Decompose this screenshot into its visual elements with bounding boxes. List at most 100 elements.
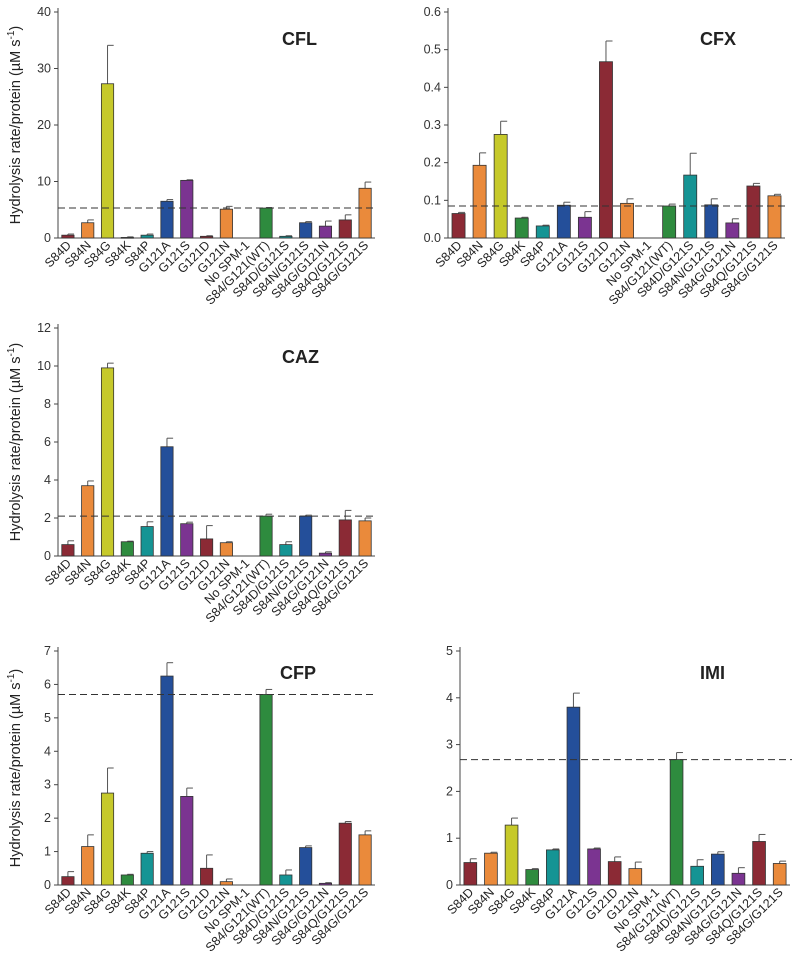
y-tick-label: 5: [446, 644, 453, 658]
y-tick-label: 0: [446, 878, 453, 892]
bar-g121d: [599, 61, 613, 239]
bar-g121s: [577, 216, 592, 239]
bar-s84k: [525, 869, 539, 886]
y-tick-label: 0.4: [424, 80, 441, 94]
chart-panel-cfx: CFX 0.00.10.20.30.40.50.6S84DS84NS84GS84…: [424, 5, 787, 308]
bar-s84d-g121s: [279, 544, 293, 557]
bar-g121a: [556, 204, 571, 239]
bar-s84p: [535, 225, 550, 239]
y-tick-label: 6: [44, 677, 51, 691]
chart-panel-cfl: CFL 0 10 20 30 40 Hydrolysis rate/protein (µM…: [6, 5, 377, 308]
bar-g121a: [566, 706, 581, 886]
bar-s84g-g121n: [318, 552, 333, 557]
chart-panel-imi: IMI 012345S84DS84NS84GS84KS84PG121AG121S…: [444, 644, 792, 955]
y-tick-label: 4: [44, 473, 51, 487]
chart-title-caz: CAZ: [282, 347, 319, 367]
bar-s84d: [61, 876, 75, 886]
bar-s84k: [514, 217, 529, 239]
y-tick-label: 1: [44, 845, 51, 859]
bar-s84g: [504, 824, 519, 886]
y-tick-label: 7: [44, 644, 51, 658]
bar-s84d-g121s: [279, 874, 293, 886]
bar-g121d: [200, 867, 214, 886]
bar-g121s: [180, 523, 194, 557]
bar-s84d: [463, 862, 478, 886]
chart-panel-cfp: CFP 0 1 2 3 4 5 6 7 Hydrolysis rate/protein (µM …: [6, 644, 377, 955]
y-axis-label: Hydrolysis rate/protein (µM s-1): [6, 343, 24, 542]
y-axis-label-exponent: -1: [6, 673, 17, 682]
bar-s84d: [61, 234, 75, 239]
bar-s84d-g121s: [683, 174, 698, 239]
y-tick-label: 0.6: [424, 5, 441, 19]
bar-g121d: [607, 861, 622, 886]
bar-s84d: [61, 544, 75, 557]
bar-g121d: [200, 538, 214, 557]
bar-s84g-g121n: [725, 222, 740, 239]
bar-s84-g121-wt-: [259, 694, 273, 886]
bar-s84-g121-wt-: [662, 205, 677, 239]
bar-s84n-g121s: [711, 853, 725, 886]
bar-s84-g121-wt-: [259, 207, 273, 239]
bar-s84d-g121s: [690, 865, 704, 886]
y-axis-label-close: ): [8, 343, 24, 348]
bar-s84k: [120, 874, 134, 886]
bar-s84g-g121n: [731, 872, 746, 886]
bar-s84n: [81, 222, 95, 239]
bar-g121n: [628, 868, 643, 886]
bar-s84-g121-wt-: [259, 515, 273, 557]
bar-s84g: [493, 134, 508, 239]
y-tick-label: 4: [446, 691, 453, 705]
bar-s84q-g121s: [338, 519, 352, 557]
bar-s84g-g121n: [318, 882, 333, 886]
y-axis-label-text: Hydrolysis rate/protein (µM s: [8, 682, 24, 867]
bar-s84q-g121s: [752, 841, 766, 886]
bar-s84n: [472, 164, 487, 239]
bar-s84d: [451, 213, 466, 239]
bar-g121s: [180, 796, 194, 886]
y-axis-label-exponent: -1: [6, 30, 17, 39]
y-tick-label: 6: [44, 435, 51, 449]
y-tick-label: 0: [44, 878, 51, 892]
y-tick-label: 3: [44, 778, 51, 792]
y-tick-label: 0.0: [424, 231, 441, 245]
bar-s84q-g121s: [746, 185, 761, 239]
bar-g121n: [219, 881, 233, 886]
chart-panel-caz: CAZ 0 2 4 6 8 10 12 Hydrolysis rate/protein (µM…: [6, 321, 377, 626]
bar-s84g: [100, 367, 115, 557]
bar-g121s: [587, 848, 601, 886]
bar-s84g-g121s: [358, 834, 372, 886]
y-tick-label: 8: [44, 397, 51, 411]
bar-g121n: [620, 202, 634, 239]
y-tick-label: 12: [37, 321, 51, 335]
y-tick-label: 0.1: [424, 193, 441, 207]
chart-title-cfx: CFX: [700, 29, 736, 49]
bar-g121d: [200, 235, 214, 239]
bar-g121n: [219, 542, 233, 557]
y-tick-label: 10: [37, 359, 51, 373]
bar-s84g-g121s: [358, 520, 372, 557]
bar-s84q-g121s: [338, 822, 352, 886]
y-axis-label-text: Hydrolysis rate/protein (µM s: [8, 39, 24, 224]
y-tick-label: 0.5: [424, 43, 441, 57]
bar-s84p: [140, 526, 154, 557]
bar-s84n-g121s: [299, 222, 313, 239]
y-tick-label: 3: [446, 738, 453, 752]
y-axis-label-close: ): [8, 669, 24, 674]
y-tick-label: 2: [44, 511, 51, 525]
bar-s84k: [120, 237, 134, 239]
bar-s84n-g121s: [704, 204, 719, 239]
y-axis-label-text: Hydrolysis rate/protein (µM s: [8, 356, 24, 541]
y-axis-label: Hydrolysis rate/protein (µM s-1): [6, 669, 24, 868]
bar-s84p: [140, 234, 154, 239]
bar-s84k: [120, 541, 134, 557]
bar-s84d-g121s: [279, 235, 293, 239]
y-axis-label-close: ): [8, 26, 24, 31]
bar-g121s: [180, 179, 194, 239]
y-tick-label: 0.2: [424, 156, 441, 170]
bar-s84g-g121s: [767, 195, 782, 239]
bar-s84n: [81, 485, 95, 557]
bar-s84g: [100, 792, 115, 886]
y-axis-label: Hydrolysis rate/protein (µM s-1): [6, 26, 24, 225]
y-tick-label: 10: [37, 175, 51, 189]
bar-s84-g121-wt-: [669, 759, 684, 886]
